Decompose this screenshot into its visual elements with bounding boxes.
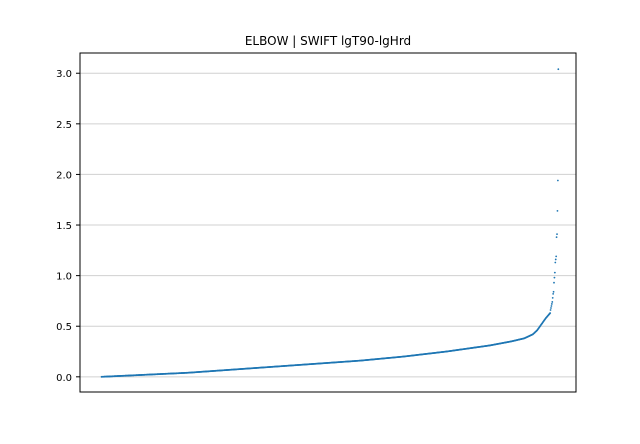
data-point	[553, 281, 555, 284]
data-point	[550, 305, 553, 307]
data-points	[100, 68, 560, 378]
data-point	[550, 303, 553, 305]
data-point	[556, 179, 559, 182]
data-point	[551, 301, 554, 303]
y-tick-label: 1.5	[56, 221, 72, 232]
data-point	[553, 271, 556, 274]
y-axis-ticks: 0.0 0.5 1.0 1.5 2.0 2.5 3.0	[56, 69, 80, 384]
data-point	[549, 312, 552, 314]
data-point	[549, 309, 552, 311]
data-point	[555, 255, 558, 258]
data-point	[557, 68, 560, 71]
data-point	[555, 236, 558, 239]
grid-lines	[80, 72, 576, 378]
chart-title: ELBOW | SWIFT lgT90-lgHrd	[245, 34, 411, 48]
data-point	[556, 233, 558, 236]
y-tick-label: 0.0	[56, 373, 72, 384]
data-point	[552, 290, 555, 293]
data-point	[554, 258, 557, 261]
y-tick-label: 0.5	[56, 322, 72, 333]
data-point	[552, 292, 555, 295]
y-tick-label: 2.5	[56, 120, 72, 131]
data-point	[554, 261, 557, 264]
data-point	[556, 209, 559, 212]
y-tick-label: 1.0	[56, 272, 72, 283]
data-point	[551, 296, 554, 299]
plot-frame	[79, 52, 577, 393]
data-point	[553, 276, 556, 279]
data-point	[550, 307, 552, 309]
y-tick-label: 2.0	[56, 170, 72, 181]
y-tick-label: 3.0	[56, 69, 72, 80]
